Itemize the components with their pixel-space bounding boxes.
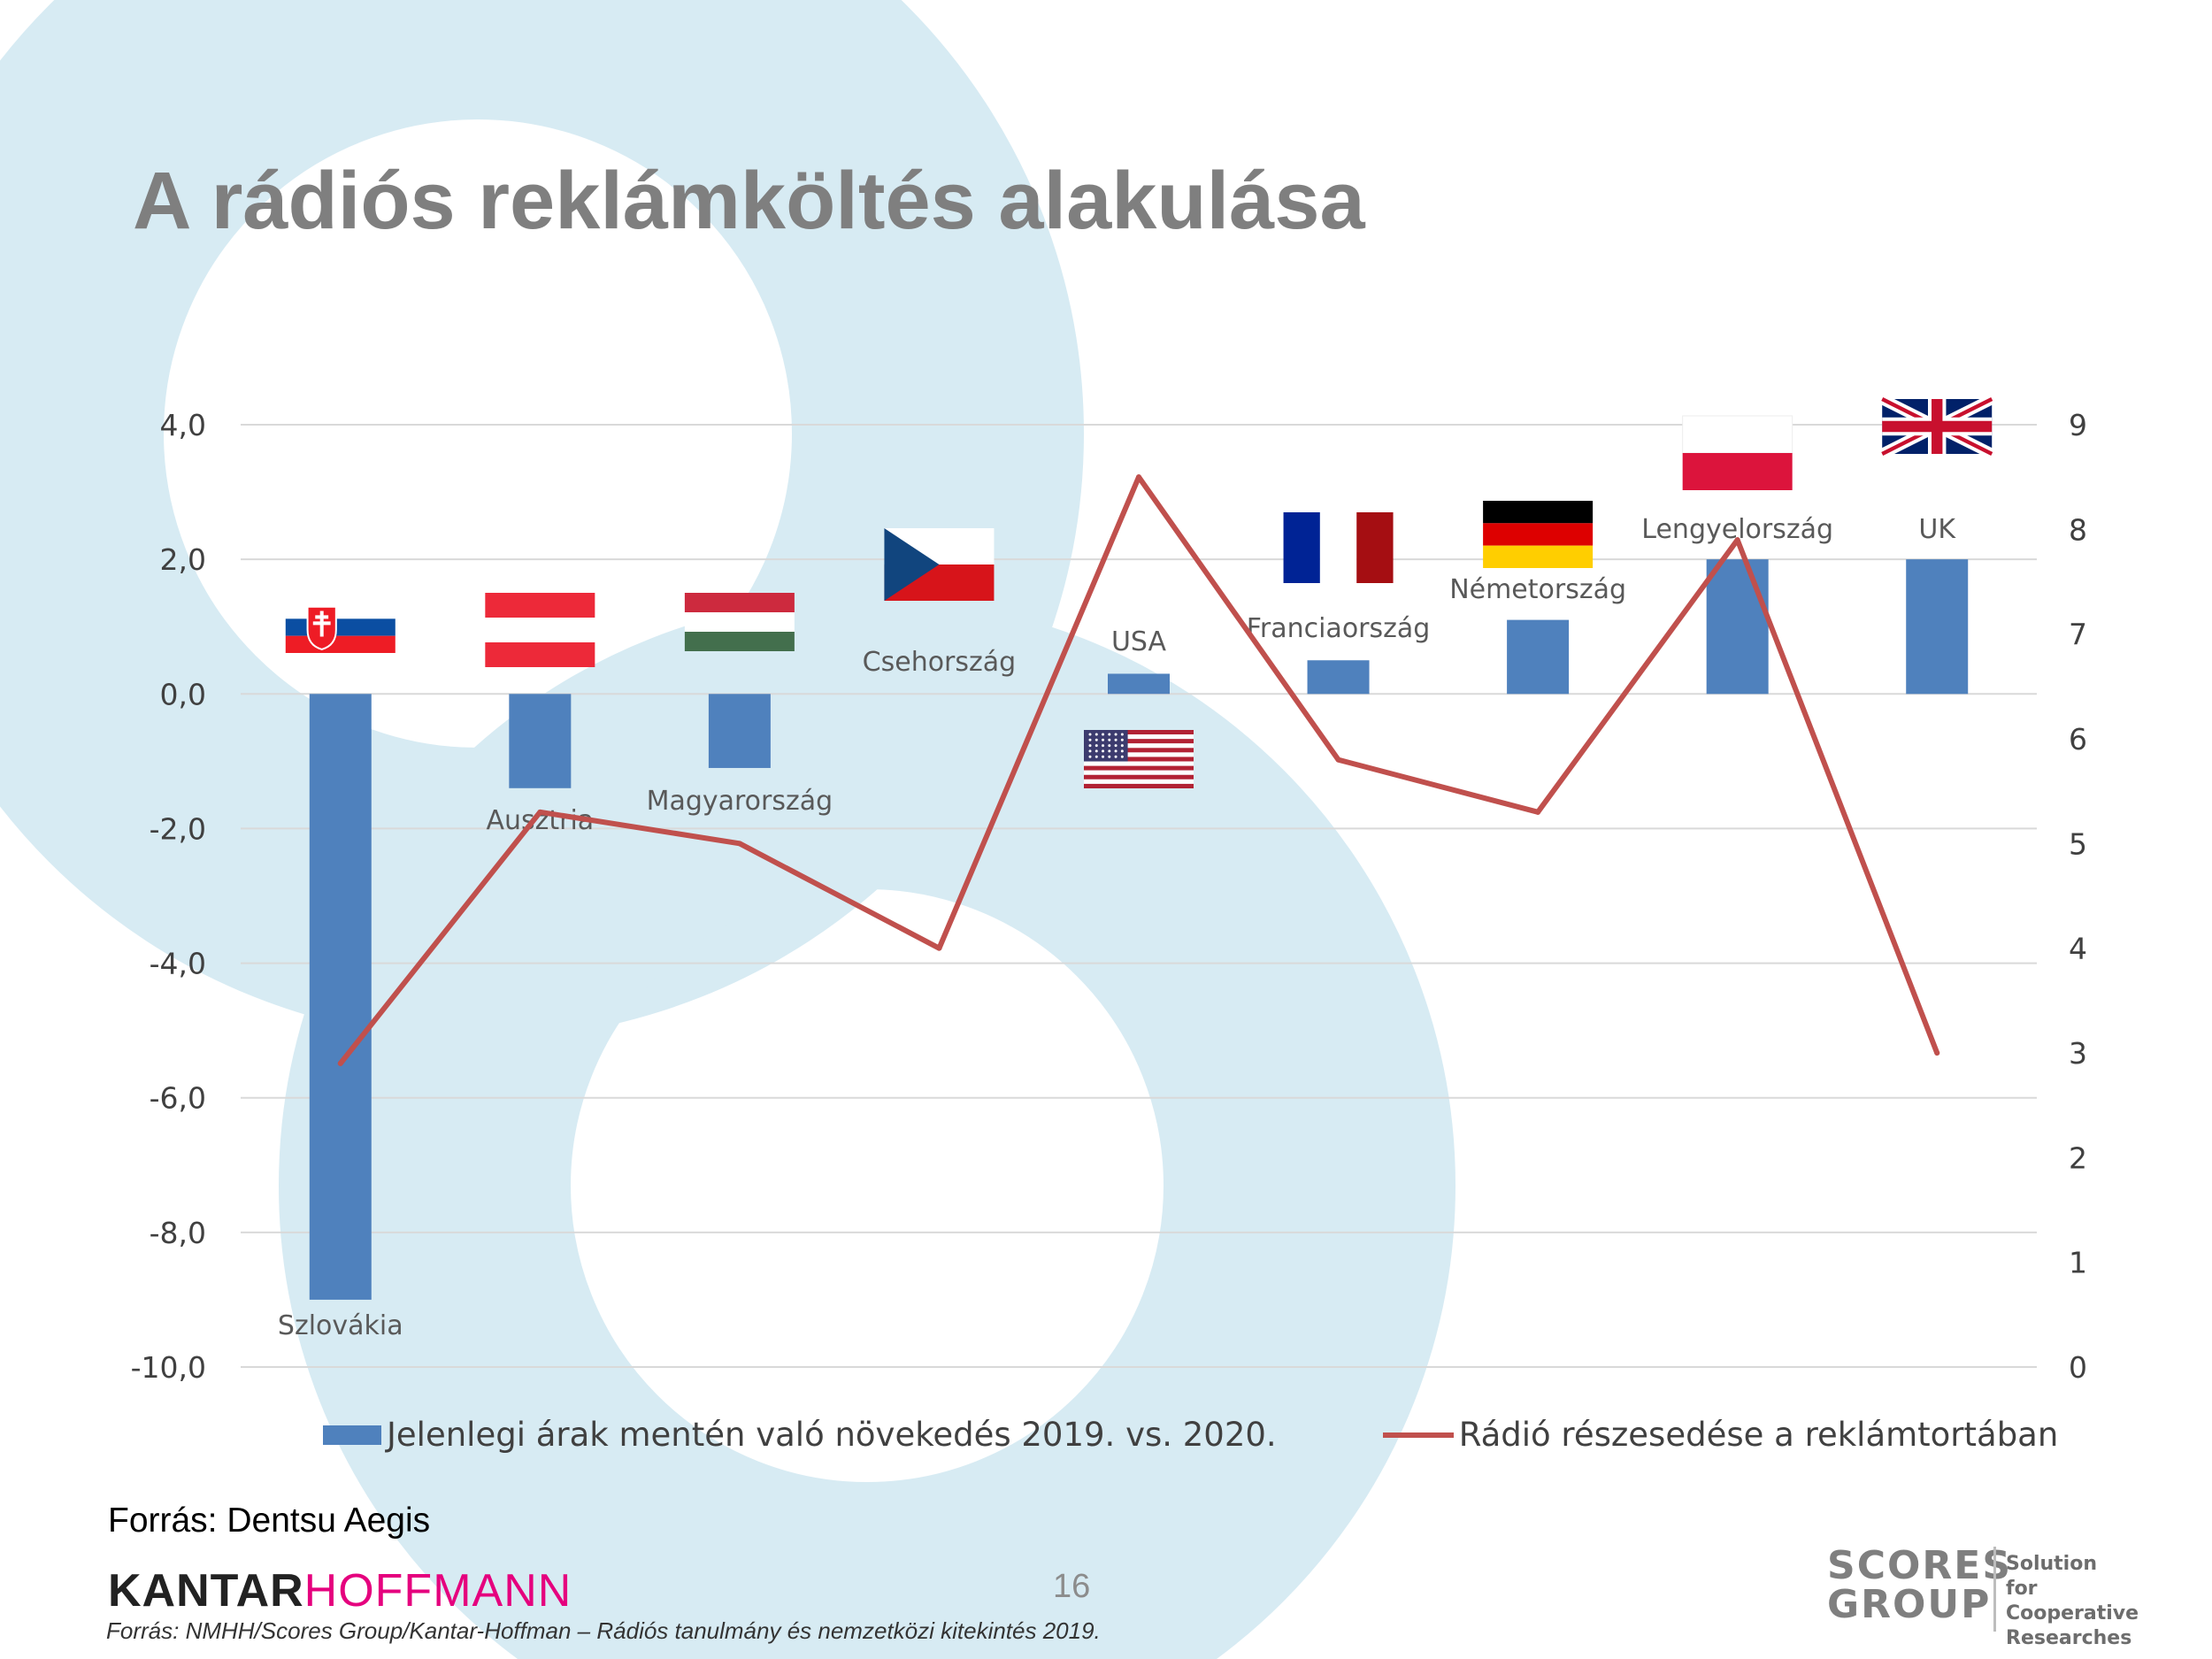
- right-tick-label: 1: [2069, 1246, 2087, 1280]
- right-tick-label: 6: [2069, 722, 2087, 757]
- line-point-czechia: [936, 945, 942, 951]
- kantar-hoffmann-logo: KANTARHOFFMANN: [108, 1564, 572, 1617]
- scores-logo-tagline: Solution for Cooperative Researches: [2006, 1552, 2172, 1651]
- poland-flag-icon: [1682, 415, 1793, 490]
- category-label-germany: Németország: [1449, 574, 1626, 605]
- right-axis-ticks: 9 8 7 6 5 4 3 2 1 0: [2069, 408, 2087, 1385]
- left-tick-label: -6,0: [150, 1081, 206, 1116]
- legend-label-line: Rádió részesedése a reklámtortában: [1458, 1416, 2059, 1454]
- line-point-slovakia: [337, 1060, 343, 1066]
- category-label-czechia: Csehország: [863, 647, 1017, 678]
- left-tick-label: -8,0: [150, 1216, 206, 1250]
- line-point-usa: [1136, 474, 1141, 480]
- category-label-uk: UK: [1918, 514, 1956, 545]
- flags: [285, 394, 1994, 788]
- category-label-slovakia: Szlovákia: [278, 1310, 403, 1341]
- right-tick-label: 9: [2069, 408, 2087, 442]
- category-label-france: Franciaország: [1247, 613, 1431, 644]
- line-point-germany: [1535, 809, 1541, 815]
- background-circle-bottom: [279, 597, 1455, 1659]
- bar-series: [309, 559, 1969, 1300]
- page-number: 16: [1053, 1568, 1091, 1605]
- category-label-usa: USA: [1111, 626, 1167, 657]
- left-tick-label: 0,0: [160, 677, 206, 711]
- left-tick-label: -10,0: [131, 1350, 206, 1385]
- bar-usa: [1108, 673, 1170, 695]
- hungary-flag-icon: [684, 593, 795, 651]
- right-tick-label: 2: [2069, 1141, 2087, 1175]
- scores-logo-line1: SCORES: [1827, 1543, 2013, 1588]
- slovakia-flag-icon: [285, 602, 396, 653]
- right-tick-label: 3: [2069, 1036, 2087, 1071]
- left-tick-label: 4,0: [160, 408, 206, 442]
- legend-swatch-bar: [323, 1425, 381, 1445]
- scores-group-logo: SCORES GROUP Solution for Cooperative Re…: [1827, 1547, 2172, 1650]
- line-point-uk: [1934, 1050, 1940, 1056]
- legend-item-bar: Jelenlegi árak mentén való növekedés 201…: [323, 1416, 1277, 1454]
- bar-germany: [1507, 619, 1570, 695]
- uk-flag-icon: [1879, 394, 1994, 459]
- right-tick-label: 7: [2069, 618, 2087, 652]
- left-tick-label: -2,0: [150, 811, 206, 846]
- line-point-austria: [537, 809, 543, 815]
- germany-flag-icon: [1483, 501, 1594, 568]
- right-tick-label: 5: [2069, 826, 2087, 861]
- scores-tagline-line1: Solution: [2006, 1553, 2097, 1575]
- legend-item-line: Rádió részesedése a reklámtortában: [1382, 1416, 2059, 1454]
- scores-tagline-line2: for Cooperative: [2006, 1578, 2139, 1624]
- scores-logo-wordmark: SCORES GROUP: [1827, 1547, 2012, 1624]
- kantar-logo-part2: HOFFMANN: [303, 1565, 572, 1617]
- bar-austria: [509, 694, 572, 788]
- scores-logo-line2: GROUP: [1827, 1582, 1992, 1627]
- kantar-logo-part1: KANTAR: [108, 1565, 304, 1617]
- scores-tagline-line3: Researches: [2006, 1627, 2132, 1649]
- category-labels: SzlovákiaAusztriaMagyarországCsehországU…: [278, 514, 1956, 1341]
- usa-flag-icon: [1084, 730, 1194, 788]
- bar-uk: [1906, 559, 1969, 695]
- left-axis-ticks: 4,0 2,0 0,0 -2,0 -4,0 -6,0 -8,0 -10,0: [131, 408, 206, 1385]
- austria-flag-icon: [485, 593, 595, 667]
- scores-logo-divider: [1993, 1547, 1996, 1632]
- category-label-hungary: Magyarország: [647, 786, 833, 817]
- right-tick-label: 8: [2069, 512, 2087, 547]
- line-series: [337, 474, 1940, 1066]
- line-point-hungary: [736, 841, 742, 847]
- footnote: Forrás: NMHH/Scores Group/Kantar-Hoffman…: [106, 1617, 1101, 1644]
- left-tick-label: -4,0: [150, 947, 206, 981]
- slide-title: A rádiós reklámköltés alakulása: [133, 156, 1365, 246]
- chart-legend: Jelenlegi árak mentén való növekedés 201…: [323, 1416, 2058, 1454]
- right-tick-label: 4: [2069, 932, 2087, 966]
- source-text: Forrás: Dentsu Aegis: [108, 1502, 431, 1540]
- line-point-france: [1335, 757, 1341, 763]
- line-point-poland: [1734, 537, 1740, 543]
- bar-slovakia: [309, 694, 372, 1300]
- legend-label-bar: Jelenlegi árak mentén való növekedés 201…: [387, 1416, 1277, 1454]
- legend-swatch-line: [1382, 1432, 1454, 1438]
- left-tick-label: 2,0: [160, 542, 206, 577]
- right-tick-label: 0: [2069, 1350, 2087, 1385]
- czechia-flag-icon: [884, 528, 995, 601]
- bar-hungary: [708, 694, 771, 768]
- france-flag-icon: [1283, 512, 1394, 583]
- bar-poland: [1706, 559, 1769, 695]
- bar-france: [1307, 660, 1370, 695]
